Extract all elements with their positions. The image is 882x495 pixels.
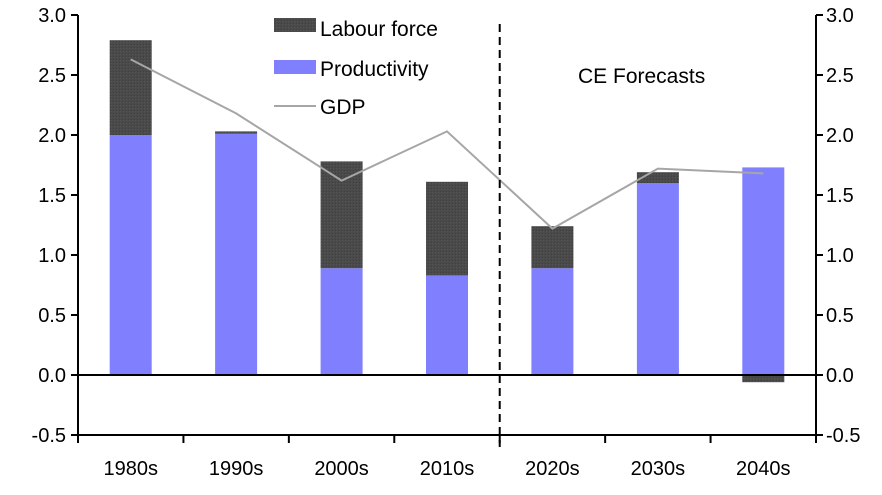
x-tick-label-2010s: 2010s (420, 458, 475, 480)
y-tick-label-left: 2.0 (38, 125, 66, 147)
bar-labour-force-2020s (531, 226, 574, 269)
x-tick-label-1980s: 1980s (103, 458, 158, 480)
bar-labour-force-2030s (636, 172, 679, 183)
bar-labour-force-2040s (742, 375, 785, 383)
x-tick-label-1990s: 1990s (209, 458, 264, 480)
y-tick-label-right: 1.5 (826, 185, 854, 207)
axes-layer: 3.0 3.0 2.5 2.5 2.0 2.0 1.5 1.5 1.0 1.0 0.5 0.5 0.0 0… (32, 5, 861, 480)
x-tick-label-2030s: 2030s (631, 458, 686, 480)
y-tick-label-right: 3.0 (826, 5, 854, 27)
legend-swatch-labour-force (274, 18, 316, 32)
bar-productivity-2020s (531, 268, 574, 375)
y-tick-label-left: -0.5 (32, 425, 66, 447)
bars-layer (109, 40, 785, 383)
legend: Labour force Productivity GDP (274, 18, 438, 119)
y-tick-label-right: -0.5 (826, 425, 860, 447)
bar-labour-force-1980s (109, 40, 152, 136)
y-tick-label-right: 0.0 (826, 365, 854, 387)
line-layer (130, 58, 764, 230)
x-tick-label-2040s: 2040s (736, 458, 791, 480)
y-tick-label-left: 0.5 (38, 305, 66, 327)
forecast-annotation: CE Forecasts (578, 65, 705, 88)
bar-productivity-2010s (426, 275, 468, 375)
y-tick-label-right: 2.0 (826, 125, 854, 147)
bar-productivity-2040s (742, 167, 785, 375)
y-tick-label-left: 2.5 (38, 65, 66, 87)
bar-productivity-2030s (636, 183, 679, 375)
bar-labour-force-2010s (426, 181, 468, 276)
legend-swatch-productivity (274, 60, 316, 74)
y-tick-label-left: 1.0 (38, 245, 66, 267)
legend-label-labour-force: Labour force (320, 18, 438, 41)
bar-labour-force-1990s (215, 131, 258, 134)
bar-labour-force-2000s (320, 161, 363, 269)
y-tick-label-left: 0.0 (38, 365, 66, 387)
x-tick-label-2020s: 2020s (525, 458, 580, 480)
legend-label-gdp: GDP (320, 96, 366, 119)
bar-productivity-1990s (215, 133, 258, 375)
y-tick-label-right: 0.5 (826, 305, 854, 327)
x-tick-label-2000s: 2000s (314, 458, 369, 480)
legend-label-productivity: Productivity (320, 58, 429, 81)
bar-productivity-2000s (320, 268, 363, 375)
y-tick-label-right: 2.5 (826, 65, 854, 87)
y-tick-label-right: 1.0 (826, 245, 854, 267)
y-tick-label-left: 1.5 (38, 185, 66, 207)
bar-productivity-1980s (109, 135, 152, 375)
y-tick-label-left: 3.0 (38, 5, 66, 27)
